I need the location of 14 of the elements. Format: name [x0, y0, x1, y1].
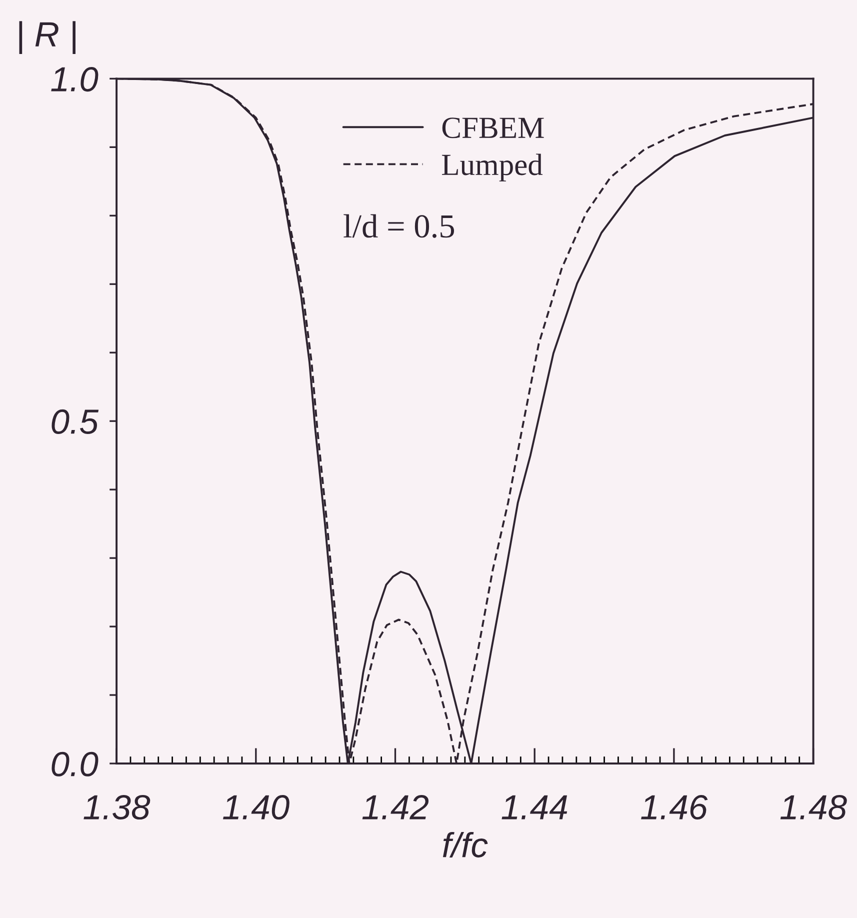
x-tick-label: 1.40	[223, 794, 290, 820]
x-tick-label: 1.44	[502, 795, 568, 820]
x-tick-label: 1.48	[780, 794, 847, 820]
x-axis-title: f/fc	[442, 832, 488, 858]
x-tick-label: 1.42	[362, 794, 429, 820]
y-tick-label: 0.5	[52, 409, 99, 434]
legend-label: Lumped	[442, 154, 543, 182]
y-tick-label: 1.0	[51, 67, 98, 92]
annotation: l/d = 0.5	[344, 214, 454, 238]
y-tick-label: 0.0	[52, 752, 98, 776]
x-tick-label: 1.46	[641, 794, 708, 820]
y-axis-title: | R |	[19, 21, 76, 54]
legend-label: CFBEM	[442, 118, 544, 138]
x-tick-label: 1.38	[84, 794, 150, 820]
